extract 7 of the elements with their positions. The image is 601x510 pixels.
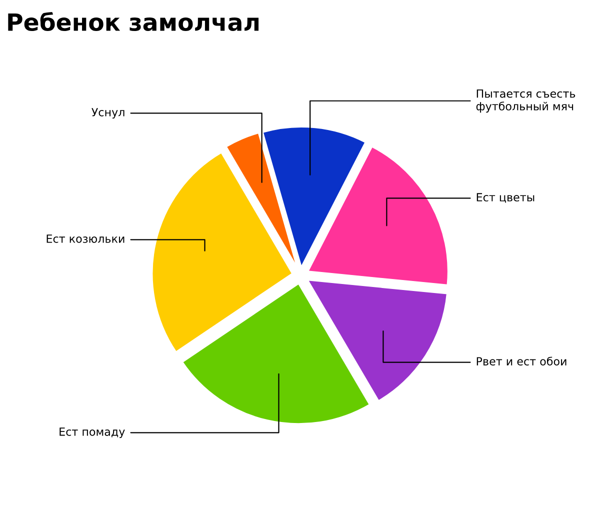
slice-label: Ест цветы: [476, 193, 534, 203]
slice-label: Пытается съесть футбольный мяч: [476, 90, 576, 113]
slice-label: Уснул: [92, 108, 124, 119]
slice-label: Рвет и ест обои: [476, 356, 566, 366]
slice-label: Ест помаду: [60, 428, 125, 438]
chart-title: Ребенок замолчал: [8, 12, 259, 32]
slice-label: Ест козюльки: [46, 234, 124, 243]
